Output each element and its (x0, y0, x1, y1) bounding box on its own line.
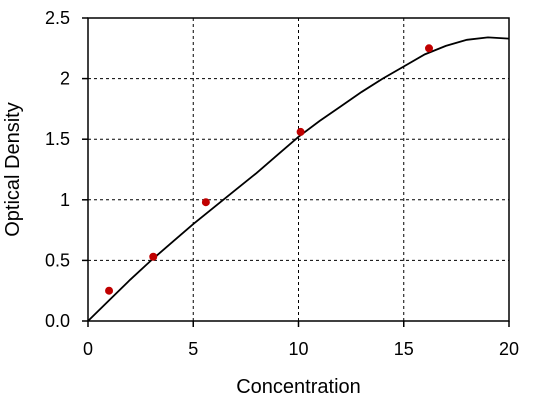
data-point (296, 127, 305, 136)
y-tick-label: 0.0 (45, 311, 70, 331)
y-tick-label: 0.5 (45, 250, 70, 270)
y-tick-label: 2 (60, 69, 70, 89)
fit-curve (87, 36, 510, 322)
x-tick-label: 5 (188, 339, 198, 359)
y-tick-label: 2.5 (45, 8, 70, 28)
y-tick-label: 1.5 (45, 129, 70, 149)
x-tick-label: 15 (394, 339, 414, 359)
x-tick-label: 0 (83, 339, 93, 359)
x-tick-label: 10 (288, 339, 308, 359)
data-point (105, 286, 114, 295)
x-tick-label: 20 (499, 339, 519, 359)
data-point (149, 252, 158, 261)
y-tick-label: 1 (60, 190, 70, 210)
data-point (425, 44, 434, 53)
y-axis-label: Optical Density (2, 102, 24, 237)
data-point (201, 198, 210, 207)
x-axis-label: Concentration (236, 376, 361, 398)
